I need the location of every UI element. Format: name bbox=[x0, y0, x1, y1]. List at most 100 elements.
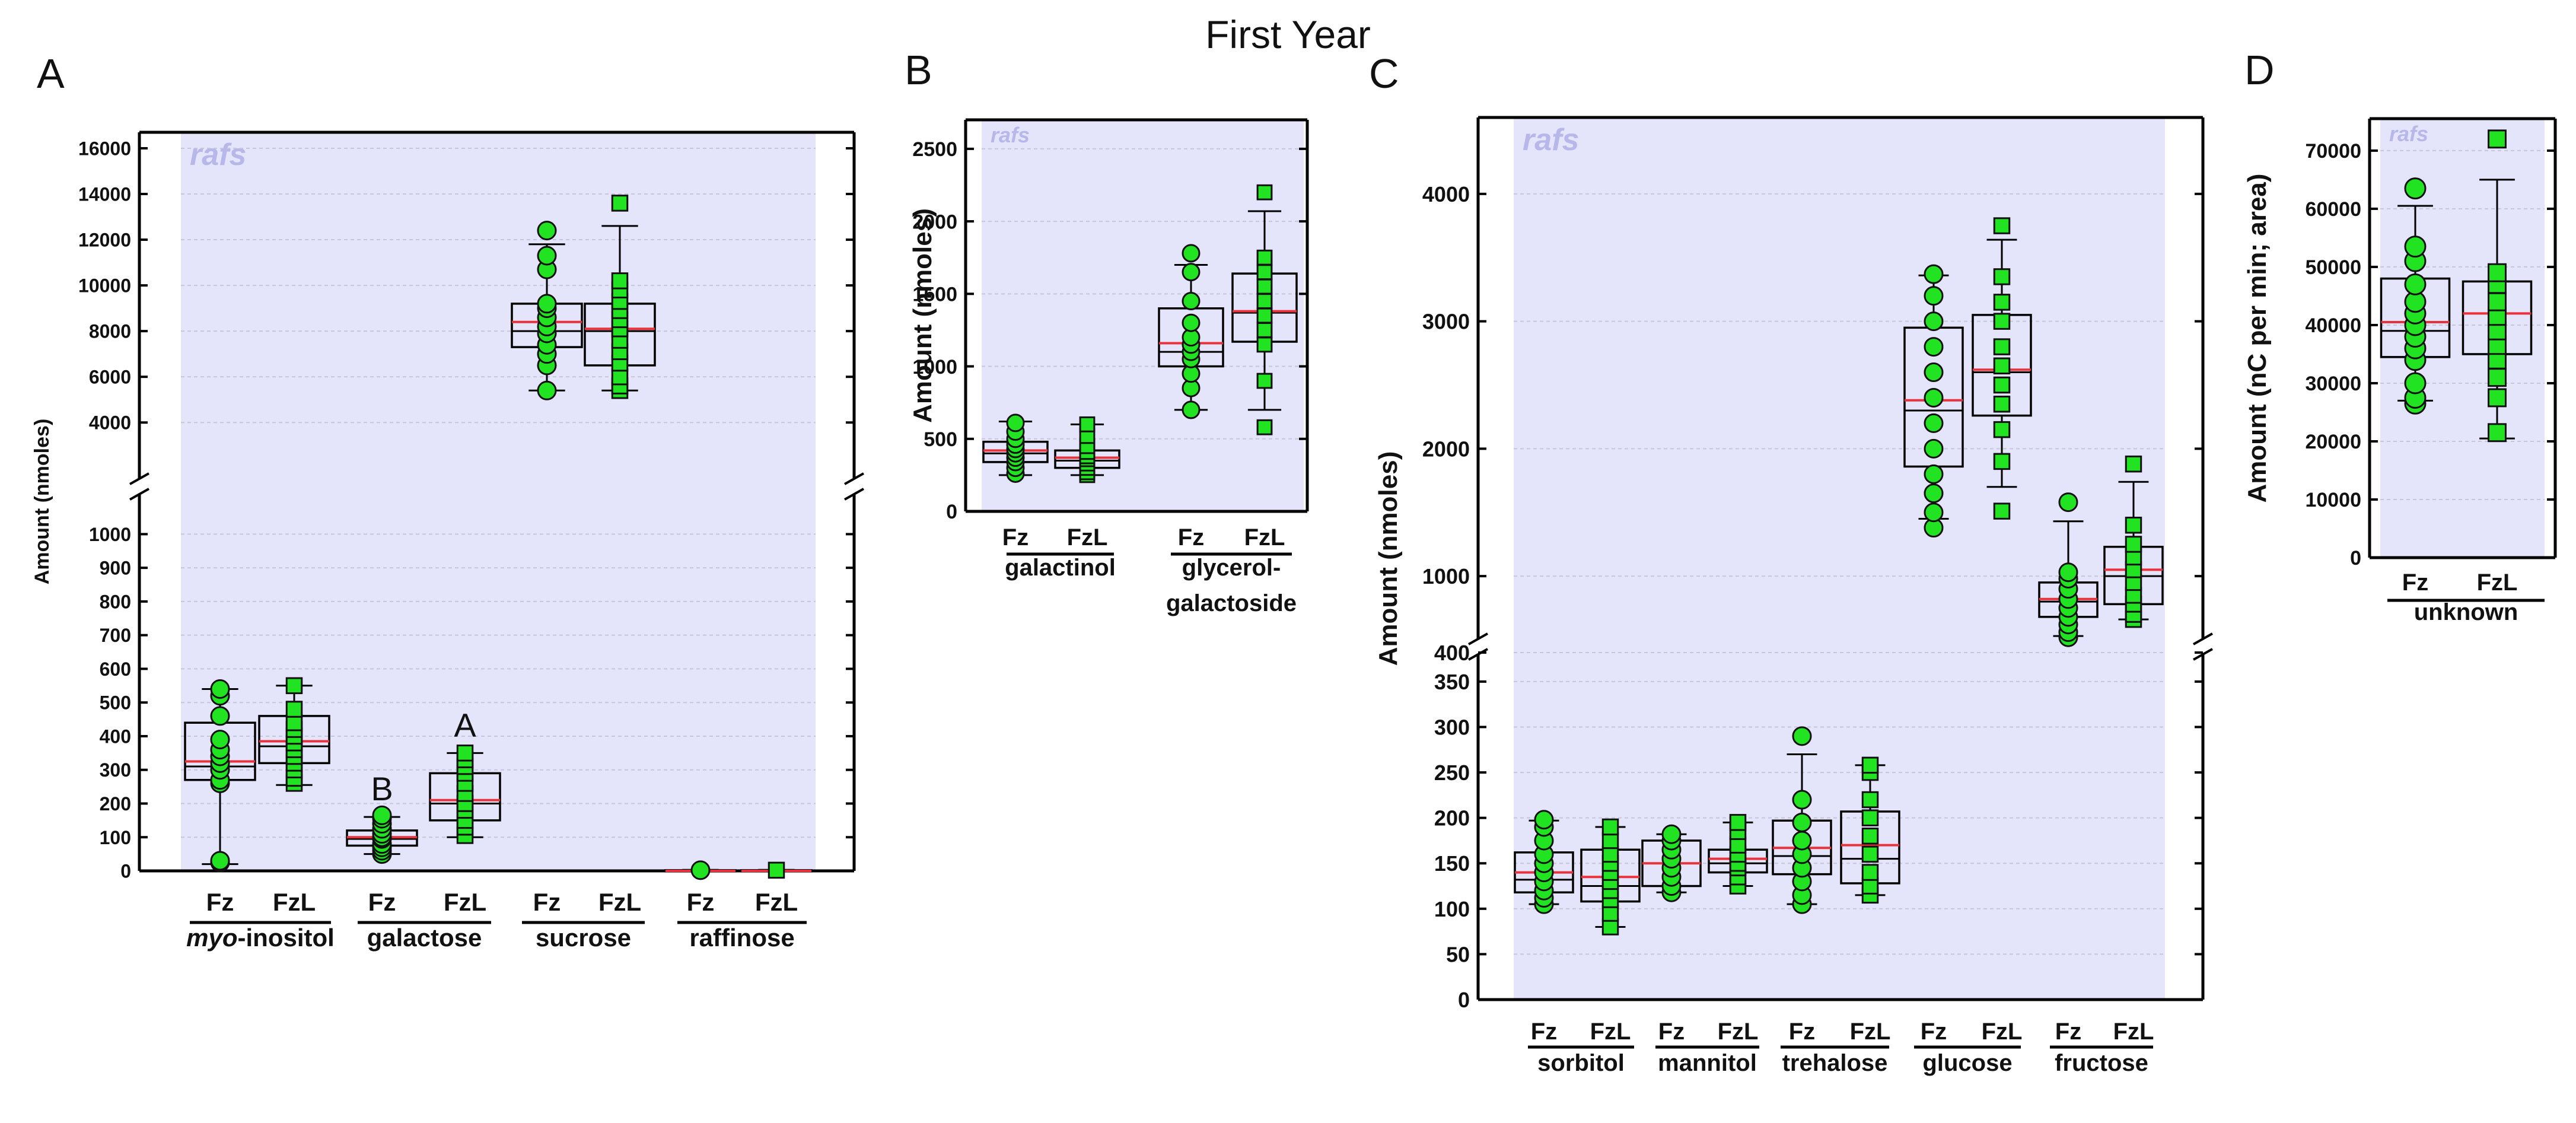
axis-break-mark bbox=[2193, 648, 2213, 661]
y-tick-label: 40000 bbox=[2305, 314, 2361, 337]
data-point-circle bbox=[537, 380, 557, 400]
group-label-rest: -inositol bbox=[238, 924, 335, 952]
y-tick-label: 4000 bbox=[1422, 182, 1470, 206]
y-tick-label: 100 bbox=[100, 827, 131, 848]
y-tick-label: 50 bbox=[1446, 942, 1470, 966]
box-fz-mannitol: Fz bbox=[1641, 824, 1702, 1045]
y-tick-label: 0 bbox=[1458, 988, 1470, 1012]
data-point-circle bbox=[1924, 483, 1944, 504]
x-tick-label: Fz bbox=[687, 888, 715, 916]
box-fz-galactinol: Fz bbox=[982, 413, 1049, 551]
group-label-line2: galactoside bbox=[1166, 590, 1297, 616]
x-tick-label: FzL bbox=[273, 888, 316, 916]
data-point-square bbox=[1993, 217, 2011, 234]
group-label: trehalose bbox=[1782, 1050, 1888, 1076]
axis-break-mark bbox=[844, 472, 864, 485]
data-point-square bbox=[1256, 336, 1273, 353]
x-tick-label: Fz bbox=[2402, 570, 2428, 596]
watermark-text: rafs bbox=[991, 123, 1030, 147]
axis-break-mark bbox=[1468, 648, 1488, 661]
data-point-square bbox=[2488, 423, 2507, 443]
y-tick-label: 4000 bbox=[89, 412, 131, 434]
figure-title: First Year bbox=[1205, 12, 1371, 56]
y-tick-label: 1500 bbox=[912, 284, 957, 306]
data-point-circle bbox=[2404, 372, 2427, 395]
y-tick-label: 100 bbox=[1434, 897, 1470, 921]
x-tick-label: Fz bbox=[368, 888, 396, 916]
box-fzl-galactinol: FzL bbox=[1054, 416, 1120, 551]
y-tick-label: 200 bbox=[100, 793, 131, 815]
data-point-square bbox=[1256, 293, 1273, 309]
data-point-circle bbox=[372, 805, 392, 825]
data-point-square bbox=[1861, 864, 1879, 881]
box-fz-trehalose: Fz bbox=[1772, 726, 1832, 1045]
data-point-square bbox=[1993, 294, 2011, 311]
panel-A: rafs 0 100 200 300 400 500 600 700 800 900 1000 4000… bbox=[31, 50, 864, 952]
box-fz-glucose: Fz bbox=[1903, 264, 1964, 1045]
panel-C: rafs 0 50 100 150 200 250 300 350 400 1000 2000 3000… bbox=[1369, 50, 2213, 1076]
box-fzl-unknown: FzL bbox=[2462, 129, 2533, 596]
watermark-text: rafs bbox=[1523, 123, 1579, 157]
box-fz-sucrose: Fz bbox=[511, 221, 583, 916]
panel-label: D bbox=[2244, 47, 2275, 93]
box-fz-unknown: Fz bbox=[2380, 177, 2451, 596]
y-tick-label: 300 bbox=[100, 759, 131, 781]
plot-background bbox=[982, 120, 1304, 511]
data-point-circle bbox=[1924, 286, 1944, 306]
y-tick-label: 10000 bbox=[78, 275, 131, 297]
axis-break-mark bbox=[129, 488, 149, 501]
group-label: unknown bbox=[2414, 599, 2518, 625]
data-point-square bbox=[1256, 373, 1273, 389]
y-tick-label: 8000 bbox=[89, 321, 131, 342]
data-point-circle bbox=[2404, 236, 2427, 258]
data-point-circle bbox=[1792, 812, 1812, 832]
data-point-square bbox=[285, 677, 303, 695]
box-fz-myoinositol: Fz bbox=[184, 679, 256, 916]
watermark-text: rafs bbox=[190, 138, 246, 172]
box-fzl-raffinose: FzL bbox=[740, 861, 813, 916]
data-point-square bbox=[2488, 368, 2507, 387]
data-point-circle bbox=[210, 851, 230, 871]
y-tick-label: 10000 bbox=[2305, 489, 2361, 511]
y-tick-label: 150 bbox=[1434, 851, 1470, 876]
data-point-circle bbox=[1182, 400, 1201, 419]
data-point-square bbox=[1993, 268, 2011, 285]
data-point-circle bbox=[210, 679, 230, 699]
x-tick-label: Fz bbox=[1178, 524, 1204, 551]
data-point-square bbox=[2488, 263, 2507, 282]
data-point-circle bbox=[690, 860, 711, 880]
panel-label: B bbox=[905, 47, 932, 93]
x-tick-label: FzL bbox=[2477, 570, 2518, 596]
y-axis-label: Amount (nmoles) bbox=[908, 208, 937, 423]
data-point-square bbox=[1993, 376, 2011, 394]
box-fzl-glucose: FzL bbox=[1972, 217, 2032, 1045]
data-point-square bbox=[1993, 453, 2011, 470]
y-tick-label: 3000 bbox=[1422, 310, 1470, 334]
watermark-text: rafs bbox=[2389, 122, 2428, 146]
x-tick-label: Fz bbox=[1531, 1019, 1557, 1045]
data-point-square bbox=[1256, 264, 1273, 281]
x-tick-label: Fz bbox=[533, 888, 561, 916]
y-tick-label: 1000 bbox=[89, 524, 131, 545]
x-tick-label: FzL bbox=[1982, 1019, 2023, 1045]
x-tick-label: FzL bbox=[2113, 1019, 2154, 1045]
data-point-square bbox=[285, 701, 303, 718]
y-axis-label: Amount (nC per min; area) bbox=[2243, 174, 2272, 503]
data-point-circle bbox=[1924, 264, 1944, 284]
y-tick-label: 1000 bbox=[1422, 564, 1470, 588]
axis-break-mark bbox=[2193, 632, 2213, 645]
x-tick-label: FzL bbox=[1067, 524, 1108, 551]
x-tick-label: FzL bbox=[1244, 524, 1285, 551]
y-tick-label: 20000 bbox=[2305, 431, 2361, 453]
y-tick-label: 16000 bbox=[78, 138, 131, 159]
data-point-circle bbox=[537, 246, 557, 266]
group-label: sorbitol bbox=[1537, 1050, 1625, 1076]
box-fz-glycerol: Fz bbox=[1158, 244, 1224, 551]
data-point-circle bbox=[1924, 362, 1944, 383]
y-tick-label: 0 bbox=[946, 501, 957, 523]
y-axis-label: Amount (nmoles) bbox=[1374, 451, 1403, 666]
data-point-square bbox=[1256, 419, 1273, 435]
x-tick-label: Fz bbox=[1789, 1019, 1815, 1045]
y-tick-label: 2000 bbox=[1422, 437, 1470, 461]
